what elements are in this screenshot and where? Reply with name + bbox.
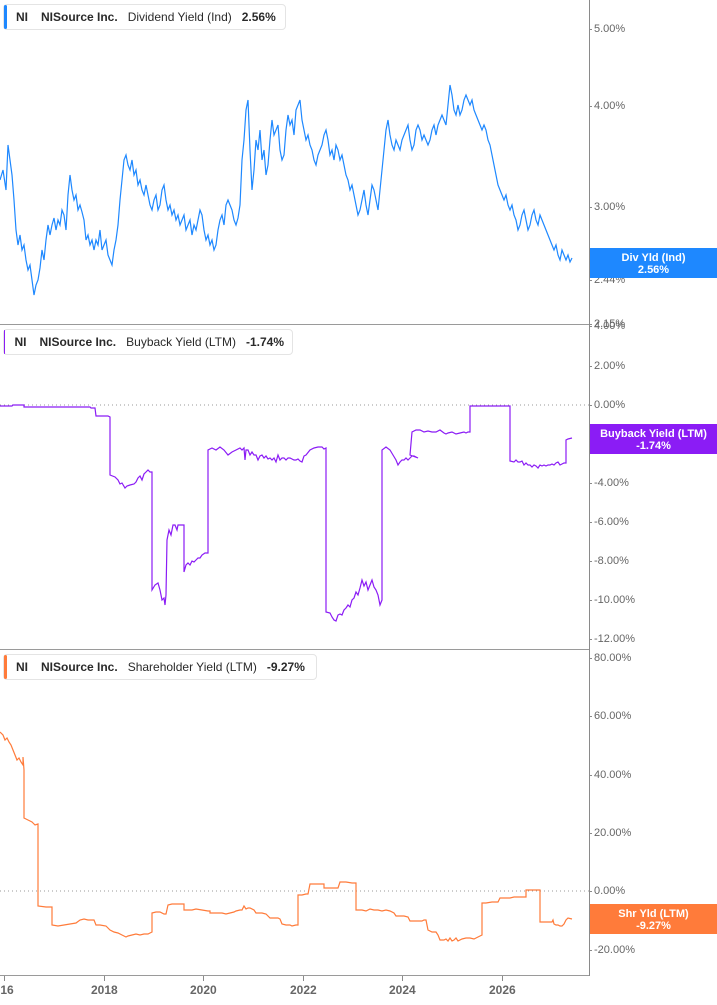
y-tick-label: 4.00% — [594, 100, 626, 112]
tick-mark — [589, 775, 592, 776]
x-tick-mark — [203, 976, 204, 981]
y-axis-line — [589, 0, 590, 325]
tick-mark — [589, 658, 592, 659]
tick-mark — [589, 366, 592, 367]
y-tick-label: 40.00% — [594, 769, 632, 781]
company-name: NISource Inc. — [41, 660, 118, 674]
metric-value: 2.56% — [241, 10, 276, 24]
tick-mark — [589, 280, 592, 281]
badge-value: 2.56% — [637, 264, 670, 276]
y-tick-label: -10.00% — [594, 594, 635, 606]
badge-label: Buyback Yield (LTM) — [600, 428, 707, 440]
panel-divider — [0, 649, 589, 650]
y-tick-label: -12.00% — [594, 633, 635, 645]
metric-value: -1.74% — [245, 335, 284, 349]
tick-mark — [589, 891, 592, 892]
y-tick-label: 80.00% — [594, 652, 632, 664]
y-tick-label: 2.00% — [594, 360, 626, 372]
tick-mark — [589, 950, 592, 951]
buyback-yield-line — [0, 404, 589, 622]
tick-mark — [589, 106, 592, 107]
x-axis-line — [0, 975, 589, 976]
tick-mark — [589, 405, 592, 406]
x-tick-mark — [402, 976, 403, 981]
tick-mark — [589, 326, 592, 327]
tick-mark — [589, 833, 592, 834]
y-tick-label: 5.00% — [594, 23, 626, 35]
ticker-label: NI — [16, 660, 28, 674]
tick-mark — [589, 483, 592, 484]
series-color-bar — [4, 330, 6, 354]
x-tick-mark — [104, 976, 105, 981]
y-tick-label: 0.00% — [594, 885, 626, 897]
y-tick-label: 4.00% — [594, 320, 626, 332]
metric-name: Dividend Yield (Ind) — [127, 10, 232, 24]
dividend-yield-legend[interactable]: NI NISource Inc. Dividend Yield (Ind) 2.… — [3, 4, 286, 30]
panel-divider — [0, 324, 589, 325]
dividend-yield-value-badge: Div Yld (Ind) 2.56% — [590, 248, 717, 278]
series-color-bar — [4, 5, 7, 29]
y-tick-label: 2.15% — [594, 318, 626, 330]
tick-mark — [589, 29, 592, 30]
x-tick-label: 2024 — [389, 983, 416, 997]
badge-value: -9.27% — [636, 920, 671, 932]
shareholder-yield-value-badge: Shr Yld (LTM) -9.27% — [590, 904, 717, 934]
ticker-label: NI — [16, 10, 28, 24]
y-axis-line — [589, 650, 590, 976]
shareholder-yield-legend[interactable]: NI NISource Inc. Shareholder Yield (LTM)… — [3, 654, 317, 680]
x-tick-mark — [303, 976, 304, 981]
shareholder-yield-line — [0, 731, 589, 942]
shareholder-yield-panel — [0, 650, 589, 976]
buyback-yield-panel — [0, 325, 589, 650]
tick-mark — [589, 716, 592, 717]
company-name: NISource Inc. — [39, 335, 117, 349]
series-color-bar — [4, 655, 7, 679]
dividend-yield-panel — [0, 0, 589, 325]
metric-value: -9.27% — [266, 660, 305, 674]
x-tick-label: 2026 — [489, 983, 516, 997]
y-tick-label: -8.00% — [594, 555, 629, 567]
x-tick-mark — [502, 976, 503, 981]
tick-mark — [589, 324, 592, 325]
y-tick-label: 20.00% — [594, 827, 632, 839]
x-tick-mark — [4, 976, 5, 981]
tick-mark — [589, 561, 592, 562]
x-tick-label: 2018 — [91, 983, 118, 997]
x-tick-label: 2020 — [190, 983, 217, 997]
tick-mark — [589, 522, 592, 523]
tick-mark — [589, 639, 592, 640]
badge-label: Div Yld (Ind) — [621, 252, 686, 264]
y-tick-label: -20.00% — [594, 944, 635, 956]
buyback-yield-value-badge: Buyback Yield (LTM) -1.74% — [590, 424, 717, 454]
x-tick-label: 2022 — [290, 983, 317, 997]
y-tick-label: -6.00% — [594, 516, 629, 528]
y-axis-line — [589, 325, 590, 650]
y-tick-label: 0.00% — [594, 399, 626, 411]
company-name: NISource Inc. — [41, 10, 118, 24]
y-tick-label: -4.00% — [594, 477, 629, 489]
metric-name: Buyback Yield (LTM) — [126, 335, 236, 349]
x-tick-label: 2016 — [0, 983, 14, 997]
y-tick-label: 60.00% — [594, 710, 632, 722]
buyback-yield-legend[interactable]: NI NISource Inc. Buyback Yield (LTM) -1.… — [3, 329, 293, 355]
ticker-label: NI — [14, 335, 27, 349]
y-tick-label: 3.00% — [594, 201, 626, 213]
badge-value: -1.74% — [636, 440, 671, 452]
badge-label: Shr Yld (LTM) — [618, 908, 689, 920]
metric-name: Shareholder Yield (LTM) — [127, 660, 257, 674]
tick-mark — [589, 207, 592, 208]
dividend-yield-line — [0, 84, 573, 296]
tick-mark — [589, 600, 592, 601]
